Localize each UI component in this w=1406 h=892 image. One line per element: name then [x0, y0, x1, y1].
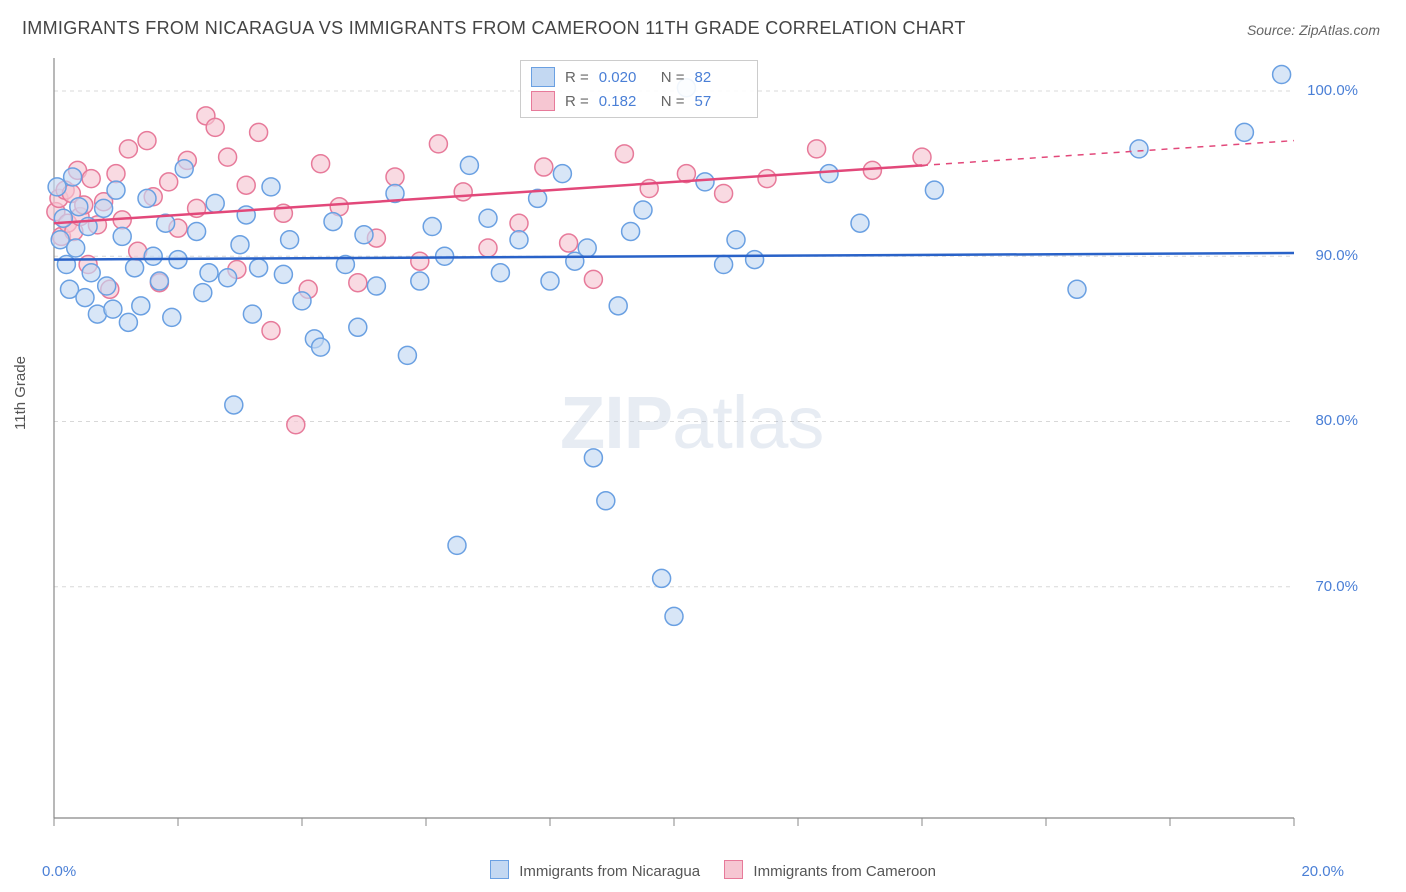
series-label-cameroon: Immigrants from Cameroon — [753, 863, 936, 880]
legend-R-label: R = — [565, 69, 589, 86]
y-axis-label: 11th Grade — [12, 356, 29, 430]
chart-plot-area: 70.0%80.0%90.0%100.0% — [54, 58, 1294, 818]
y-tick-label: 100.0% — [1307, 82, 1358, 99]
series-label-nicaragua: Immigrants from Nicaragua — [519, 863, 700, 880]
y-tick-label: 80.0% — [1315, 412, 1358, 429]
chart-title: IMMIGRANTS FROM NICARAGUA VS IMMIGRANTS … — [22, 18, 966, 39]
source-attribution: Source: ZipAtlas.com — [1247, 22, 1380, 38]
y-tick-label: 90.0% — [1315, 247, 1358, 264]
legend-N-label: N = — [661, 93, 685, 110]
legend-R-value-2: 0.182 — [599, 93, 651, 110]
legend-swatch-nicaragua — [531, 67, 555, 87]
correlation-legend: R = 0.020 N = 82 R = 0.182 N = 57 — [520, 60, 758, 118]
legend-swatch-cameroon — [531, 91, 555, 111]
legend-N-value-1: 82 — [695, 69, 747, 86]
legend-row-series1: R = 0.020 N = 82 — [531, 65, 747, 89]
legend-R-label: R = — [565, 93, 589, 110]
legend-N-label: N = — [661, 69, 685, 86]
legend-row-series2: R = 0.182 N = 57 — [531, 89, 747, 113]
y-tick-label: 70.0% — [1315, 578, 1358, 595]
scatter-chart-svg — [54, 58, 1294, 818]
legend-N-value-2: 57 — [695, 93, 747, 110]
series-swatch-cameroon — [724, 860, 743, 879]
series-legend: Immigrants from Nicaragua Immigrants fro… — [0, 860, 1406, 880]
series-swatch-nicaragua — [490, 860, 509, 879]
legend-R-value-1: 0.020 — [599, 69, 651, 86]
